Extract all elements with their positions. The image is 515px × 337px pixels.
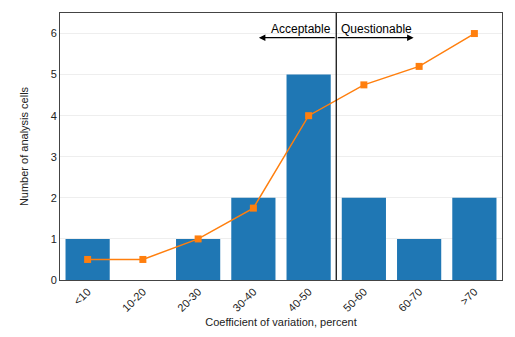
svg-text:20-30: 20-30 bbox=[175, 286, 203, 314]
svg-text:0: 0 bbox=[51, 274, 57, 286]
svg-text:Coefficient of variation, perc: Coefficient of variation, percent bbox=[205, 316, 356, 328]
svg-text:Questionable: Questionable bbox=[341, 22, 412, 36]
svg-text:Acceptable: Acceptable bbox=[271, 22, 331, 36]
svg-text:2: 2 bbox=[51, 192, 57, 204]
svg-text:60-70: 60-70 bbox=[396, 286, 424, 314]
svg-text:Number of analysis cells: Number of analysis cells bbox=[18, 86, 30, 206]
svg-text:6: 6 bbox=[51, 27, 57, 39]
svg-text:<10: <10 bbox=[71, 286, 93, 308]
svg-text:50-60: 50-60 bbox=[341, 286, 369, 314]
svg-text:1: 1 bbox=[51, 233, 57, 245]
svg-text:4: 4 bbox=[51, 110, 57, 122]
svg-text:40-50: 40-50 bbox=[286, 286, 314, 314]
svg-text:3: 3 bbox=[51, 151, 57, 163]
svg-text:10-20: 10-20 bbox=[120, 286, 148, 314]
svg-text:5: 5 bbox=[51, 68, 57, 80]
svg-text:>70: >70 bbox=[458, 286, 480, 308]
svg-text:30-40: 30-40 bbox=[230, 286, 258, 314]
